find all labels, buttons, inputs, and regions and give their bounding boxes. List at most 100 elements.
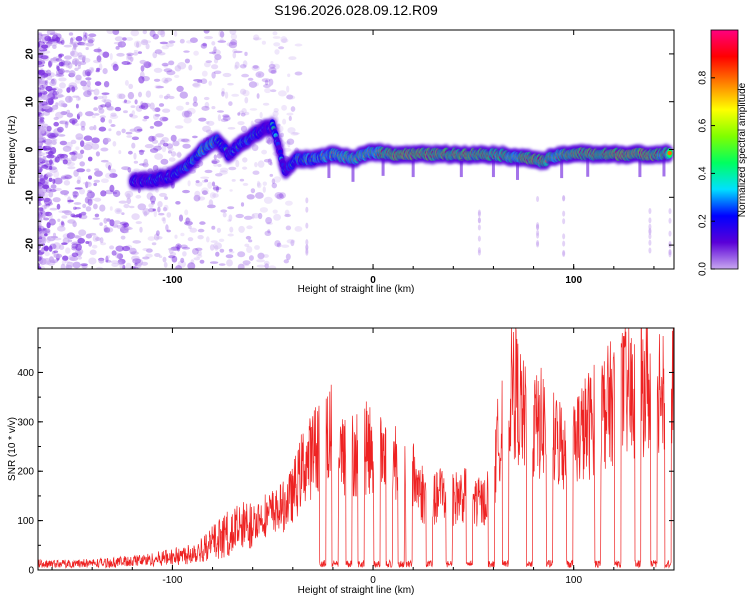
noise-speckle	[263, 158, 272, 163]
noise-speckle	[248, 239, 253, 243]
noise-speckle	[201, 187, 209, 195]
noise-streak	[668, 208, 672, 215]
noise-speckle	[125, 131, 133, 135]
noise-speckle	[162, 256, 167, 263]
noise-speckle	[82, 31, 87, 37]
noise-speckle	[157, 30, 165, 36]
noise-speckle	[201, 105, 210, 111]
noise-speckle	[61, 221, 65, 227]
noise-speckle	[76, 153, 83, 160]
noise-speckle	[251, 213, 255, 220]
noise-speckle	[45, 144, 53, 149]
noise-speckle	[93, 96, 98, 100]
noise-speckle	[46, 154, 55, 159]
noise-speckle	[80, 263, 88, 267]
noise-speckle	[202, 125, 211, 132]
noise-speckle	[286, 239, 296, 244]
noise-speckle	[93, 88, 100, 96]
noise-speckle	[168, 40, 176, 44]
noise-speckle	[64, 121, 69, 129]
noise-speckle	[103, 227, 111, 233]
noise-speckle	[215, 251, 220, 257]
noise-speckle	[202, 190, 208, 196]
noise-speckle	[43, 197, 51, 203]
spectrogram-y-tick-label: -20	[25, 237, 36, 252]
noise-speckle	[278, 46, 285, 50]
noise-speckle	[216, 227, 221, 233]
noise-speckle	[130, 56, 134, 63]
noise-speckle	[57, 134, 66, 137]
noise-speckle	[184, 221, 193, 226]
noise-speckle	[123, 230, 129, 234]
noise-speckle	[91, 137, 100, 144]
noise-speckle	[38, 53, 44, 58]
noise-speckle	[127, 167, 132, 173]
noise-speckle	[200, 176, 210, 179]
noise-speckle	[203, 96, 210, 101]
noise-speckle	[129, 113, 134, 118]
noise-speckle	[149, 195, 156, 203]
noise-speckle	[126, 197, 132, 205]
noise-speckle	[106, 106, 115, 111]
noise-speckle	[48, 177, 53, 182]
noise-speckle	[98, 108, 105, 114]
noise-speckle	[129, 247, 137, 255]
noise-speckle	[77, 237, 85, 244]
noise-speckle	[130, 114, 138, 119]
noise-speckle	[197, 228, 205, 233]
noise-speckle	[121, 40, 125, 47]
noise-speckle	[192, 83, 200, 87]
noise-speckle	[128, 56, 134, 62]
noise-speckle	[66, 261, 74, 268]
noise-speckle	[126, 52, 134, 56]
noise-speckle	[83, 144, 93, 151]
noise-speckle	[40, 33, 50, 37]
noise-speckle	[75, 213, 82, 218]
noise-speckle	[248, 81, 258, 88]
noise-streak	[536, 239, 540, 246]
ridge-tail	[516, 161, 520, 180]
noise-speckle	[270, 61, 274, 65]
noise-speckle	[161, 45, 170, 50]
noise-speckle	[217, 40, 227, 43]
noise-speckle	[72, 194, 78, 199]
figure-title: S196.2026.028.09.12.R09	[274, 2, 438, 18]
noise-speckle	[252, 65, 259, 69]
noise-speckle	[149, 30, 156, 37]
noise-speckle	[116, 52, 125, 57]
noise-speckle	[187, 180, 191, 187]
noise-speckle	[168, 60, 175, 66]
noise-speckle	[102, 94, 108, 100]
noise-speckle	[154, 49, 163, 54]
noise-speckle	[163, 204, 169, 211]
noise-speckle	[187, 237, 194, 242]
noise-speckle	[75, 133, 84, 140]
noise-speckle	[257, 160, 265, 168]
noise-speckle	[221, 91, 225, 97]
noise-speckle	[143, 158, 149, 167]
noise-speckle	[168, 247, 174, 251]
noise-speckle	[123, 110, 128, 114]
noise-speckle	[49, 243, 57, 250]
noise-speckle	[294, 43, 303, 47]
noise-speckle	[157, 52, 166, 56]
noise-speckle	[38, 41, 41, 48]
noise-speckle	[124, 80, 129, 86]
noise-speckle	[290, 239, 295, 247]
noise-speckle	[52, 86, 59, 90]
noise-speckle	[62, 103, 68, 108]
noise-speckle	[202, 42, 208, 47]
noise-speckle	[65, 247, 71, 254]
noise-speckle	[47, 92, 56, 101]
noise-speckle	[103, 137, 112, 143]
noise-speckle	[294, 71, 303, 76]
noise-speckle	[194, 190, 201, 198]
ridge-tail	[662, 158, 666, 177]
noise-speckle	[174, 234, 178, 239]
noise-speckle	[64, 70, 70, 73]
noise-speckle	[85, 42, 95, 47]
noise-speckle	[142, 40, 152, 44]
noise-speckle	[105, 259, 112, 263]
noise-streak	[536, 232, 540, 239]
